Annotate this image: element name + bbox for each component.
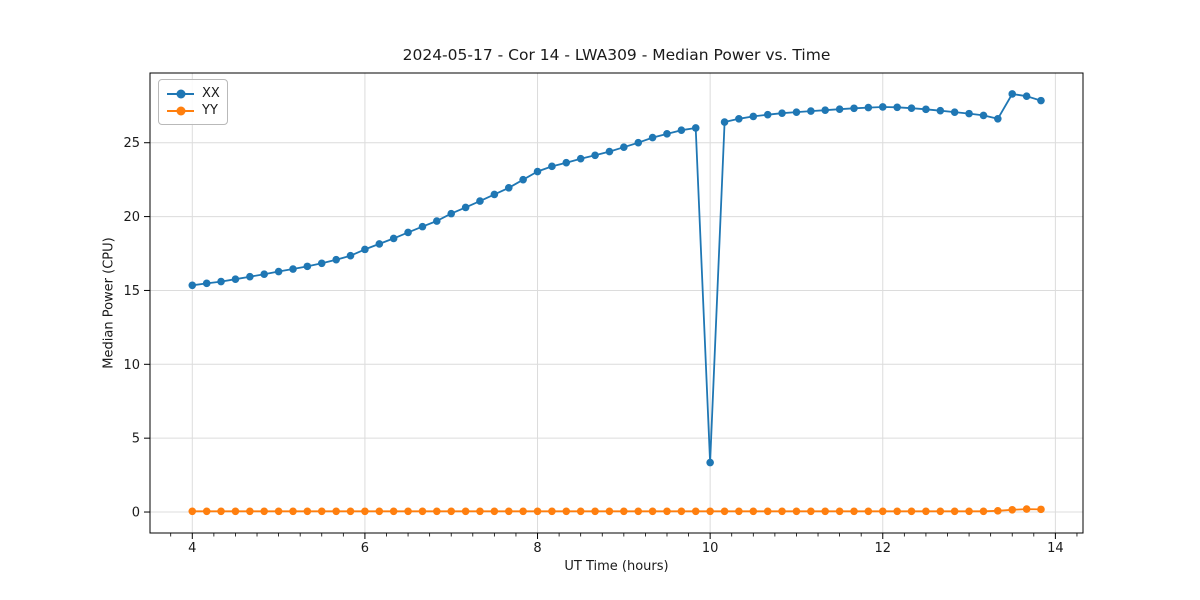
- svg-text:10: 10: [702, 541, 719, 556]
- svg-text:12: 12: [874, 541, 891, 556]
- series-xx-marker-icon: [176, 89, 185, 98]
- svg-text:15: 15: [123, 284, 140, 299]
- series-xx-swatch: [167, 89, 194, 98]
- legend-label-yy: YY: [202, 103, 218, 118]
- svg-text:25: 25: [123, 136, 140, 151]
- svg-text:8: 8: [533, 541, 541, 556]
- legend-entry-xx: XX: [167, 85, 220, 102]
- legend: XX YY: [158, 79, 228, 125]
- y-axis-label: Median Power (CPU): [101, 237, 117, 369]
- svg-text:6: 6: [361, 541, 369, 556]
- chart-title: 2024-05-17 - Cor 14 - LWA309 - Median Po…: [402, 46, 831, 64]
- svg-text:0: 0: [132, 506, 140, 521]
- series-yy-swatch: [167, 106, 194, 115]
- svg-text:5: 5: [132, 432, 140, 447]
- x-axis-label: UT Time (hours): [564, 559, 669, 574]
- svg-text:4: 4: [188, 541, 196, 556]
- svg-text:20: 20: [123, 210, 140, 225]
- svg-text:14: 14: [1047, 541, 1064, 556]
- svg-text:10: 10: [123, 358, 140, 373]
- legend-entry-yy: YY: [167, 102, 218, 119]
- legend-label-xx: XX: [202, 86, 220, 101]
- series-yy-marker-icon: [176, 106, 185, 115]
